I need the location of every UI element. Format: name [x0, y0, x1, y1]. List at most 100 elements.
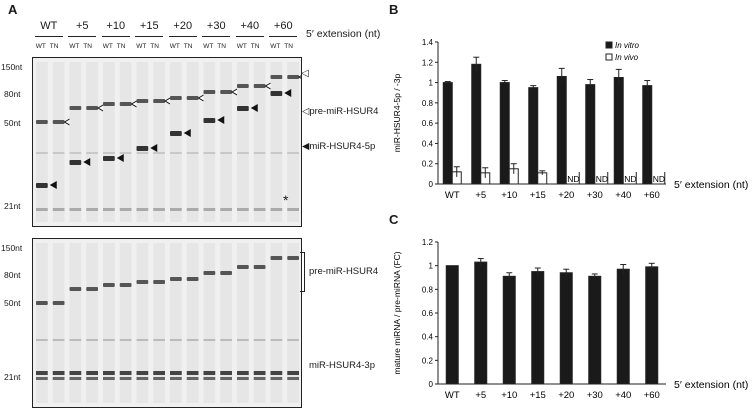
pre-mirna-bracket	[300, 252, 305, 292]
lane-header: +15	[139, 20, 159, 32]
y-tick-label: 0.8	[422, 285, 434, 294]
gel-lane	[186, 62, 199, 222]
gel-lane	[287, 243, 299, 403]
filled-arrow-icon: ◀	[302, 141, 310, 152]
gel-lane	[203, 243, 216, 403]
lane-header-underline	[68, 36, 97, 37]
gel-band-faint	[86, 339, 98, 341]
gel-band-pre	[69, 287, 82, 291]
open-arrow-icon	[297, 75, 301, 79]
panel-b-label: B	[389, 2, 399, 17]
y-tick-label: 0.4	[422, 139, 434, 148]
lane-sub-label: TN	[183, 43, 193, 50]
filled-arrow-icon	[150, 144, 158, 152]
lane-sub-label: WT	[270, 43, 281, 50]
lane-header: +5	[75, 20, 89, 32]
gel-band-pre	[170, 96, 182, 100]
gel-band-21nt	[287, 208, 299, 211]
top-marker-80: 80nt	[4, 89, 21, 99]
lane-sub-label: TN	[83, 43, 92, 50]
gel-band-mature-2	[253, 377, 266, 380]
gel-band-pre	[186, 96, 199, 100]
lane-header-underline	[269, 36, 298, 37]
gel-lane	[153, 62, 165, 222]
gel-band-faint	[186, 152, 199, 154]
lane-sub-label: WT	[35, 43, 46, 50]
gel-band-mature-2	[103, 377, 115, 380]
gel-band-mature	[153, 371, 165, 375]
gel-lane	[36, 62, 48, 222]
gel-band-mature-2	[52, 377, 65, 380]
gel-lane	[270, 62, 283, 222]
gel-band-mature-2	[36, 377, 48, 380]
y-tick-label: 0	[429, 180, 434, 189]
bar	[588, 275, 602, 385]
gel-lane	[36, 243, 48, 403]
y-axis-label: mature miRNA / pre-miRNA (FC)	[392, 251, 402, 374]
gel-band-pre	[136, 99, 149, 103]
gel-band-faint	[136, 152, 149, 154]
not-detected-label: ND	[653, 174, 665, 184]
y-axis-label: miR-HSUR4-5p / -3p	[392, 74, 402, 153]
gel-lane	[237, 243, 249, 403]
lane-header: +30	[206, 20, 226, 32]
gel-band-pre	[186, 277, 199, 281]
gel-band-21nt	[103, 208, 115, 211]
gel-band-faint	[103, 152, 115, 154]
legend-swatch	[605, 53, 613, 61]
gel-lane	[203, 62, 216, 222]
lane-header: WT	[40, 20, 58, 32]
gel-band-pre	[36, 301, 48, 305]
lane-sub-label: TN	[116, 43, 126, 50]
lane-sub-label: TN	[49, 43, 59, 50]
gel-band-mature	[36, 183, 48, 188]
gel-band-pre	[170, 277, 182, 281]
lane-sub-label: WT	[169, 43, 180, 50]
gel-band-21nt	[69, 208, 82, 211]
star-annotation: *	[283, 192, 289, 208]
gel-band-pre	[119, 102, 132, 106]
gel-band-faint	[270, 152, 283, 154]
gel-band-faint	[119, 339, 132, 341]
gel-band-21nt	[270, 208, 283, 211]
gel-band-faint	[69, 152, 82, 154]
gel-band-faint	[237, 339, 249, 341]
gel-lane	[119, 62, 132, 222]
x-tick-label: WT	[445, 390, 460, 401]
x-tick-label: +15	[530, 390, 546, 401]
lane-header-underline	[168, 36, 197, 37]
gel-band-mature	[270, 371, 283, 375]
gel-band-21nt	[237, 208, 249, 211]
gel-band-faint	[153, 339, 165, 341]
gel-band-pre	[220, 90, 232, 94]
gel-band-mature-2	[237, 377, 249, 380]
gel-band-mature-2	[220, 377, 232, 380]
gel-band-mature-2	[170, 377, 182, 380]
lane-header-underline	[202, 36, 231, 37]
bottom-marker-80: 80nt	[4, 270, 21, 280]
gel-band-faint	[287, 339, 299, 341]
gel-band-mature-2	[136, 377, 149, 380]
gel-band-faint	[52, 152, 65, 154]
y-tick-label: 0.6	[422, 119, 434, 128]
gel-band-faint	[203, 152, 216, 154]
gel-lane	[119, 243, 132, 403]
gel-lane	[52, 243, 65, 403]
gel-band-pre	[203, 90, 216, 94]
lane-sub-label: TN	[217, 43, 226, 50]
gel-band-pre	[136, 280, 149, 284]
gel-band-mature	[86, 371, 98, 375]
filled-arrow-icon	[217, 116, 225, 124]
gel-band-pre	[153, 280, 165, 284]
lane-sub-label: WT	[236, 43, 247, 50]
lane-header: +20	[173, 20, 193, 32]
gel-lane	[86, 62, 98, 222]
filled-arrow-icon	[250, 104, 258, 112]
gel-lane	[103, 62, 115, 222]
gel-band-pre	[237, 265, 249, 269]
y-tick-label: 0.2	[422, 160, 434, 169]
gel-lane	[69, 243, 82, 403]
lane-header-underline	[101, 36, 130, 37]
bottom-gel	[32, 238, 302, 408]
lane-sub-label: TN	[284, 43, 293, 50]
